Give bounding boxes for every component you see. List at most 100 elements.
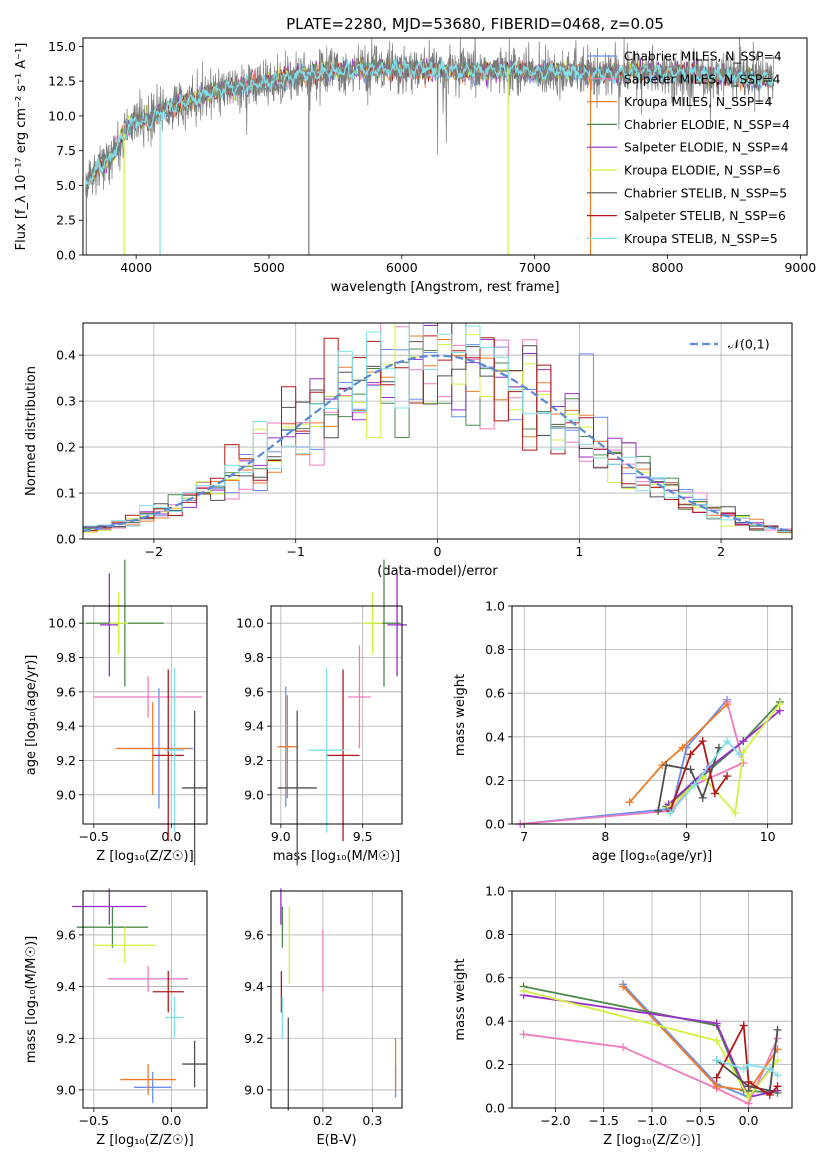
weight_vs_Z-xtick-label-0: −2.0 [540,1113,570,1128]
age_vs_Z-ytick-label-2: 9.4 [56,719,76,734]
weight_vs_Z-marker-6-3 [773,1025,782,1034]
residuals-xlabel: (data-model)/error [377,564,498,579]
spectrum-ytick-label-6: 15.0 [48,39,76,54]
weight_vs_Z-marker-8-1 [739,1064,748,1073]
residuals-ytick-label-3: 0.3 [56,394,76,409]
residuals-xtick-label-3: 1 [575,544,583,559]
weight_vs_age-marker-2-2 [678,743,687,752]
weight_vs_Z-xtick-label-4: 0.0 [739,1113,759,1128]
spectrum-xtick-label-4: 8000 [652,260,684,275]
weight_vs_age-xtick-label-3: 10 [760,829,776,844]
weight_vs_Z-ytick-label-4: 0.8 [485,927,505,942]
mass_vs_ebv-panel: 0.2 0.3 9.0 9.2 9.4 9.6 E(B-V) [244,888,403,1148]
age_vs_Z-ytick-label-0: 9.0 [56,787,76,802]
age_vs_Z-frame [82,605,208,825]
weight_vs_Z-ylabel: mass weight [453,958,468,1040]
age_vs_Z-xtick-label-1: 0.0 [161,829,181,844]
age_vs_mass-xlabel: mass [log₁₀(M/M☉)] [273,849,400,864]
weight_vs_age-ytick-label-3: 0.6 [485,686,505,701]
weight_vs_age-series-8 [669,739,740,814]
spectrum-lines [85,38,775,255]
weight_vs_Z-ytick-label-0: 0.0 [485,1101,505,1116]
legend-label-2: Kroupa MILES, N_SSP=4 [624,95,773,109]
spectrum-xtick-label-5: 9000 [784,260,816,275]
spectrum-ytick-label-1: 2.5 [56,213,76,228]
legend-label-5: Kroupa ELODIE, N_SSP=6 [624,164,781,178]
weight_vs_age-panel: 7 8 9 10 0.0 0.2 0.4 0.6 0.8 1.0 age [log₁₀(age/yr… [453,599,793,864]
residuals-xtick-label-2: 0 [434,544,442,559]
residuals-ylabel: Normed distribution [24,366,39,496]
weight_vs_age-ytick-label-5: 1.0 [485,599,505,614]
weight_vs_Z-marker-5-2 [744,1093,753,1102]
weight_vs_age-marker-5-2 [731,809,740,818]
age_vs_Z-xtick-label-0: −0.5 [79,829,109,844]
weight_vs_age-ytick-label-4: 0.8 [485,642,505,657]
spectrum-ytick-label-0: 0.0 [56,248,76,263]
spectrum-xtick-label-1: 5000 [253,260,285,275]
weight_vs_Z-marker-5-0 [519,986,528,995]
weight_vs_age-marker-7-1 [686,750,695,759]
weight_vs_age-marker-5-4 [775,700,784,709]
weight_vs_age-ytick-label-1: 0.2 [485,773,505,788]
weight_vs_Z-marker-1-0 [519,1030,528,1039]
age_vs_mass-frame [270,605,403,825]
weight_vs_age-xtick-label-1: 8 [601,829,609,844]
weight_vs_age-ytick-label-0: 0.0 [485,817,505,832]
weight_vs_age-frame [511,605,793,825]
weight_vs_age-marker-7-2 [698,737,707,746]
weight_vs_age-marker-2-3 [723,700,732,709]
spectrum-xtick-label-3: 7000 [519,260,551,275]
weight_vs_Z-series-3 [523,985,778,1094]
residual-histograms [83,323,792,534]
age_vs_Z-ytick-label-4: 9.8 [56,650,76,665]
weight_vs_age-xtick-label-2: 9 [683,829,691,844]
weight_vs_age-marker-5-3 [739,748,748,757]
age_vs_Z-xlabel: Z [log₁₀(Z/Z☉)] [96,849,193,864]
weight_vs_age-marker-2-0 [625,798,634,807]
weight_vs_Z-marker-8-4 [773,1071,782,1080]
weight_vs_Z-ytick-label-3: 0.6 [485,970,505,985]
weight_vs_Z-ytick-label-5: 1.0 [485,884,505,899]
spectrum-panel: 4000 5000 6000 7000 8000 9000 0.0 2.5 5.0 7.5 10.0… [14,15,816,295]
mass_vs_ebv-xtick-label-0: 0.2 [313,1113,333,1128]
weight_vs_Z-marker-7-0 [712,1073,721,1082]
weight_vs_Z-marker-1-1 [619,1043,628,1052]
weight_vs_Z-series-5 [523,989,779,1099]
weight_vs_Z-panel: −2.0 −1.5 −1.0 −0.5 0.0 0.0 0.2 0.4 0.6 0.8 1.0 Z [… [453,884,793,1148]
age_vs_mass-xtick-label-1: 9.5 [353,829,373,844]
weight_vs_age-marker-6-1 [662,761,671,770]
weight_vs_age-marker-7-4 [723,772,732,781]
weight_vs_Z-marker-2-1 [712,1082,721,1091]
weight_vs_Z-marker-7-2 [744,1077,753,1086]
mass_vs_ebv-xlabel: E(B-V) [316,1133,356,1148]
weight_vs_age-marker-4-2 [739,737,748,746]
mass_vs_Z-xtick-label-1: 0.0 [161,1113,181,1128]
spectrum-ytick-label-5: 12.5 [48,74,76,89]
spectrum-xtick-label-2: 6000 [386,260,418,275]
residual-hist-6 [83,341,792,532]
legend-label-1: Salpeter MILES, N_SSP=4 [624,72,781,86]
legend-label-6: Chabrier STELIB, N_SSP=5 [624,186,787,200]
legend-label-4: Salpeter ELODIE, N_SSP=4 [624,141,789,155]
mass_vs_ebv-ytick-label-0: 9.0 [244,1082,264,1097]
legend-label-8: Kroupa STELIB, N_SSP=5 [624,232,778,246]
residuals-ytick-label-1: 0.1 [56,486,76,501]
spectrum-ytick-label-4: 10.0 [48,108,76,123]
weight_vs_age-series-0 [520,699,728,825]
mass_vs_Z-xlabel: Z [log₁₀(Z/Z☉)] [96,1133,193,1148]
spectrum-ytick-label-2: 5.0 [56,178,76,193]
weight_vs_Z-ytick-label-1: 0.2 [485,1057,505,1072]
weight_vs_age-xtick-label-0: 7 [520,829,528,844]
mass_vs_ebv-ytick-label-2: 9.4 [244,979,264,994]
age_vs_Z-panel: −0.5 0.0 9.0 9.2 9.4 9.6 9.8 10.0 Z [log₁₀(Z/Z☉)… [24,559,208,866]
age_vs_mass-ytick-label-1: 9.2 [244,753,264,768]
weight_vs_Z-marker-8-3 [765,1064,774,1073]
spectrum-xtick-label-0: 4000 [120,260,152,275]
mass_vs_Z-ylabel: mass [log₁₀(M/M☉)] [24,936,39,1063]
residuals-xtick-label-0: −2 [145,544,163,559]
mass_vs_Z-ytick-label-2: 9.4 [56,979,76,994]
mass_vs_Z-ytick-label-0: 9.0 [56,1082,76,1097]
spectrum-ylabel: Flux [f_λ 10⁻¹⁷ erg cm⁻² s⁻¹ A⁻¹] [14,43,29,251]
weight_vs_age-ylabel: mass weight [453,674,468,756]
